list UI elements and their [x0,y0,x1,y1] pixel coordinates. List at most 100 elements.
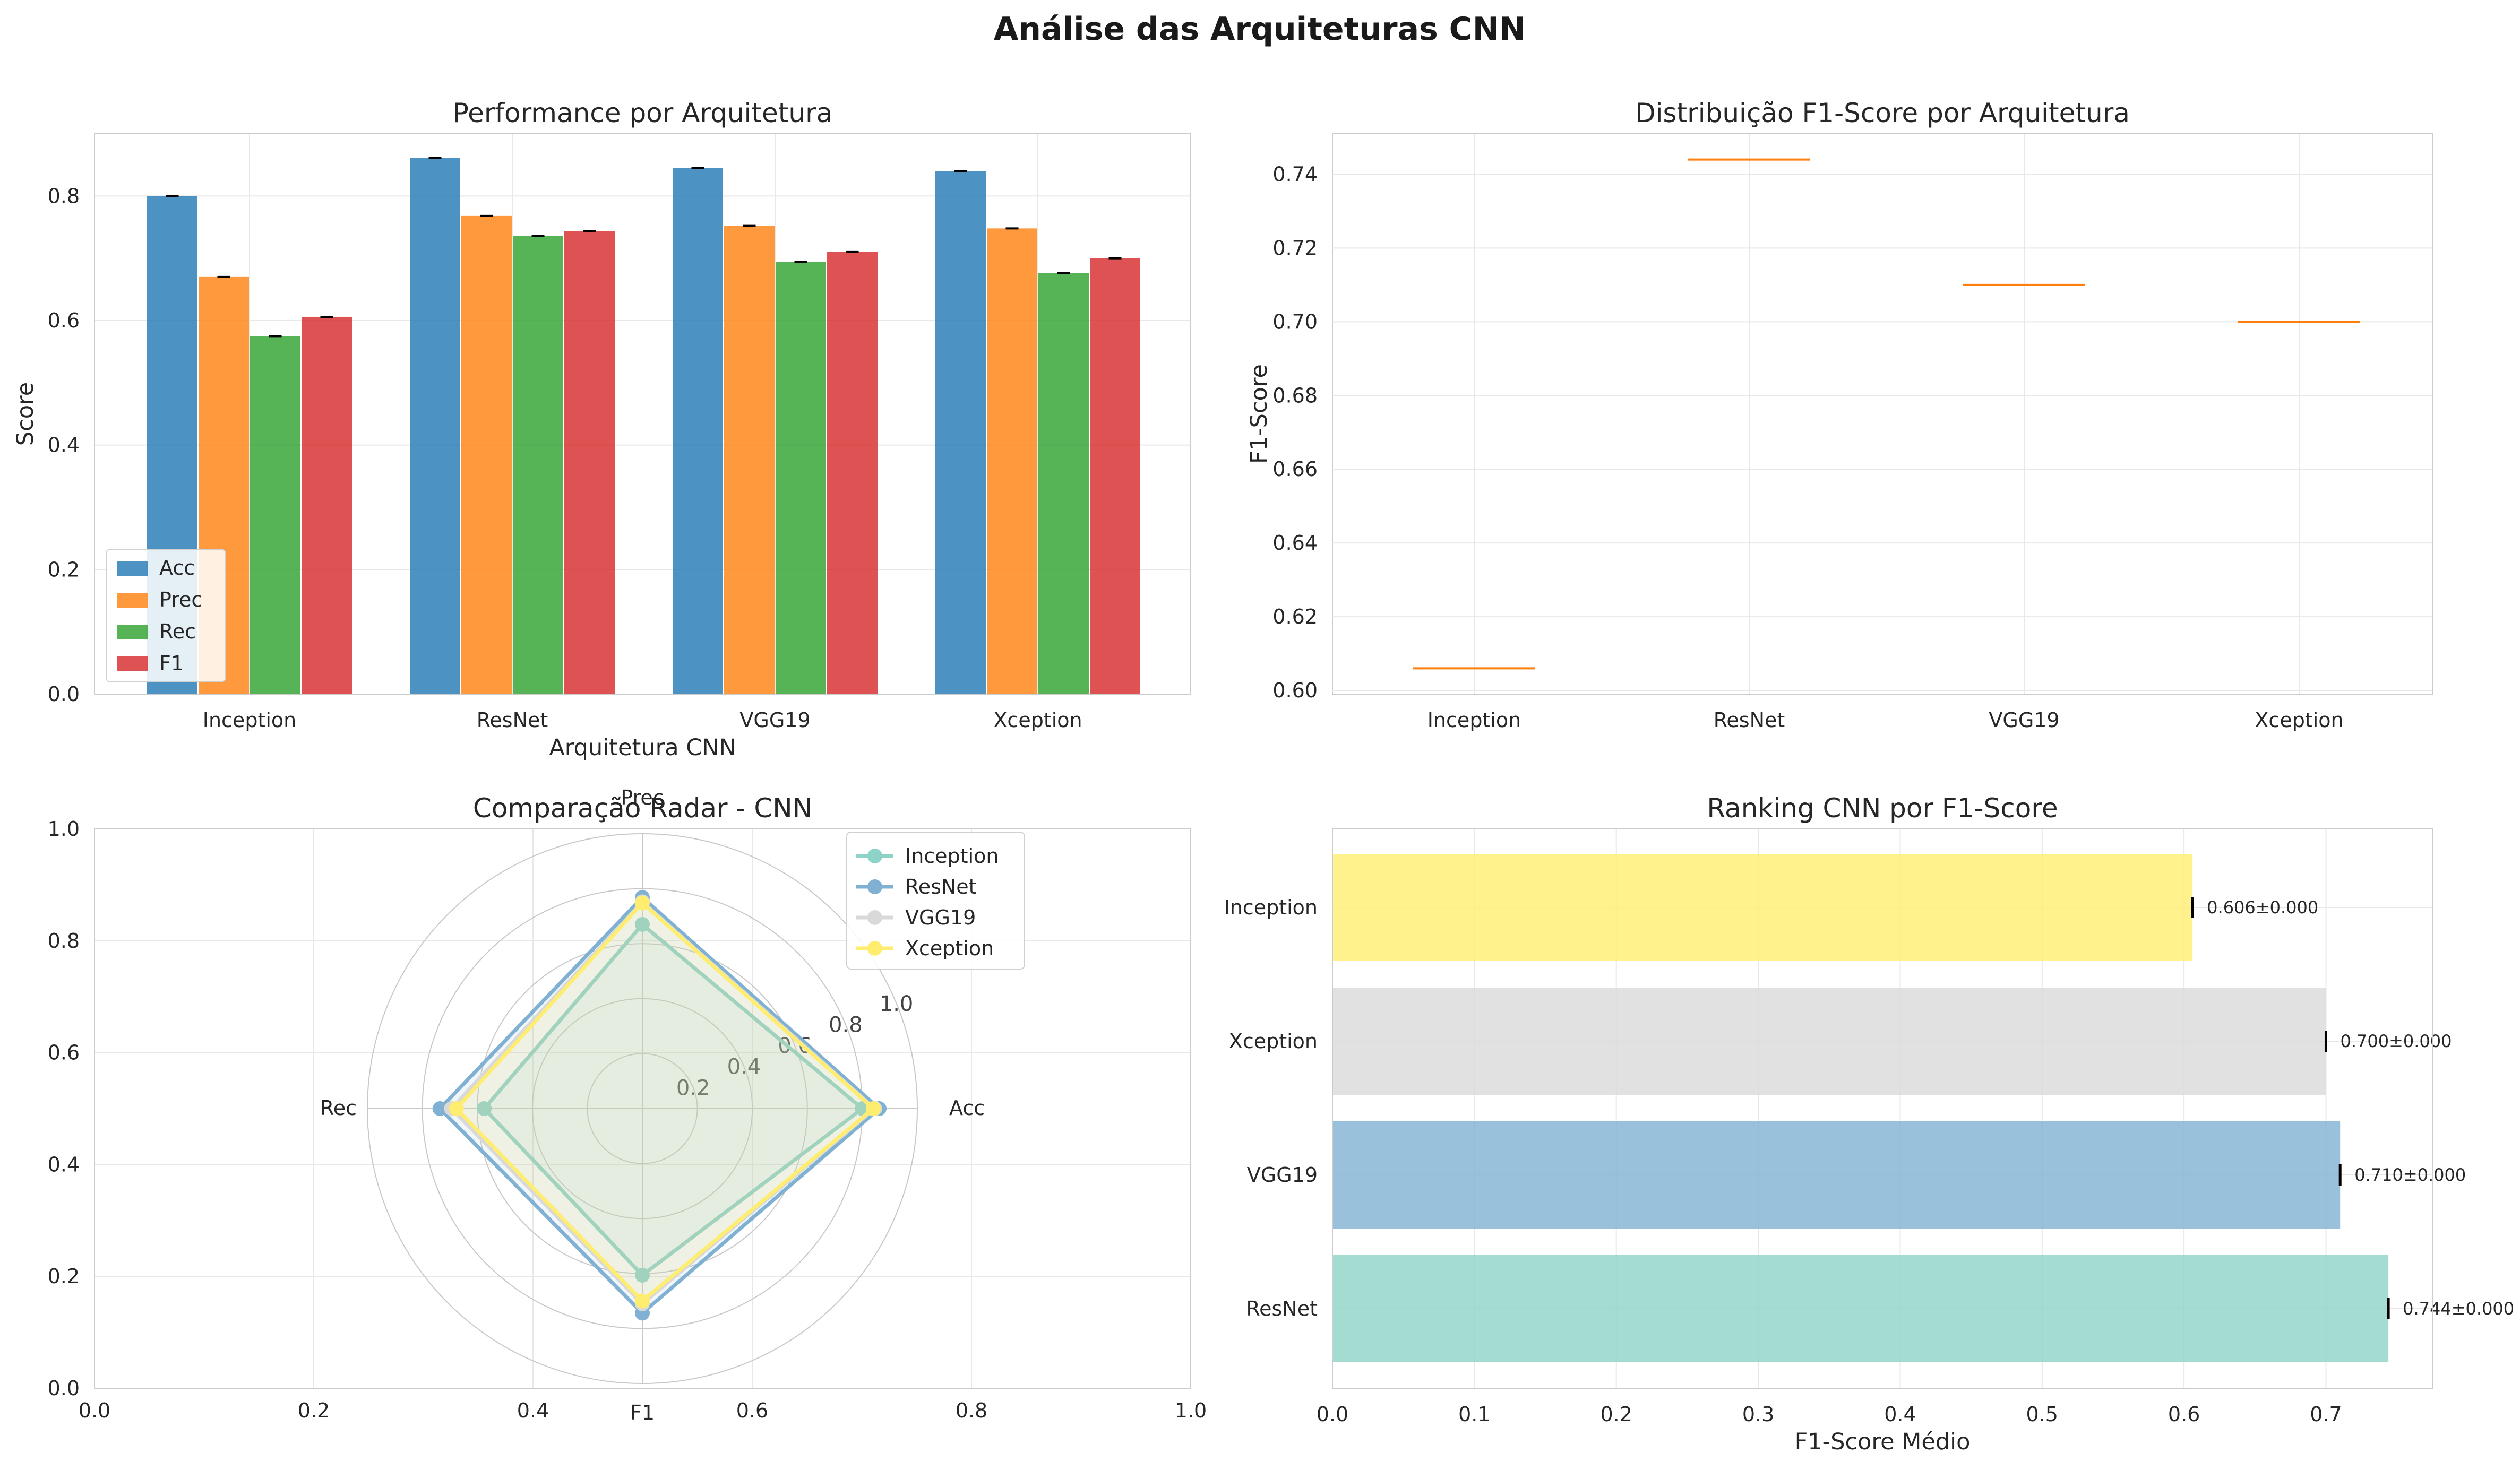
x-tick-label: VGG19 [1989,708,2059,732]
radar-fill-vgg19 [451,902,875,1304]
radar-point-xception [866,1101,881,1116]
y-tick-label: 0.6 [48,309,80,332]
value-label: 0.710±0.000 [2354,1165,2466,1185]
bar-rec-inception [250,336,300,694]
y-tick-label: 0.74 [1272,162,1318,186]
x-tick-label: 0.3 [1742,1403,1774,1426]
bar-prec-resnet [461,215,512,694]
x-tick-label: 0.2 [1600,1403,1632,1426]
radar-tick-label: 0.2 [676,1076,710,1100]
y-tick-label: 0.72 [1272,236,1318,260]
y-tick-label: 0.4 [48,434,80,457]
radar-tick-label: 1.0 [880,992,914,1016]
legend-label: ResNet [905,875,977,898]
y-tick-label: 0.2 [48,1265,80,1288]
y-axis-label: Score [12,382,39,446]
f1-ranking-hbar-chart: 0.0 0.1 0.2 0.3 0.4 0.5 0.6 0.7 0.606±0.000 Incep… [1224,793,2515,1455]
radar-point-inception [635,1267,650,1283]
x-tick-label: 1.0 [1175,1399,1207,1422]
legend-box [846,832,1025,970]
y-axis-label: F1-Score [1246,364,1272,464]
value-label: 0.744±0.000 [2403,1299,2514,1319]
radar-axis-label: Prec [621,786,664,809]
legend-swatch [117,656,148,671]
x-axis-label: F1-Score Médio [1795,1429,1971,1455]
plot-frame [94,133,1191,695]
y-tick-label: 1.0 [48,817,80,841]
radar-point-inception [635,916,650,932]
x-tick-label: Inception [203,708,296,732]
y-tick-label: 0.68 [1272,384,1318,407]
value-label: 0.606±0.000 [2207,897,2318,918]
x-tick-label: 0.1 [1458,1403,1490,1426]
y-tick-label: 0.70 [1272,310,1318,333]
figure-title: Análise das Arquiteturas CNN [994,11,1526,48]
radar-tick-label: 0.8 [829,1013,863,1037]
x-tick-label: Inception [1427,708,1521,732]
radar-fill-inception [484,924,863,1275]
y-tick-label: 0.4 [48,1153,80,1176]
bar-f1-inception [302,316,352,694]
legend-label: Rec [159,620,196,643]
panel-title: Performance por Arquitetura [453,98,833,128]
x-tick-label: 0.6 [736,1399,768,1422]
legend-label: Prec [159,588,202,611]
bar-prec-vgg19 [724,226,775,694]
y-tick-label: VGG19 [1247,1163,1318,1187]
radar-axis-label: Acc [949,1096,985,1120]
x-tick-label: 0.2 [298,1399,330,1422]
legend-marker [867,910,882,925]
panel-title: Distribuição F1-Score por Arquitetura [1635,98,2130,128]
y-tick-label: 0.2 [48,558,80,581]
x-axis-label: Arquitetura CNN [549,734,736,761]
y-tick-label: 0.60 [1272,679,1318,702]
x-tick-label: ResNet [1714,708,1785,732]
radar-axis-label: F1 [630,1401,655,1424]
legend-swatch [117,593,148,608]
y-tick-label: 0.6 [48,1041,80,1065]
radar-tick-label: 0.4 [727,1055,761,1079]
y-tick-label: 0.0 [48,1377,80,1400]
bar-xception [1332,988,2326,1095]
legend-label: VGG19 [905,906,976,929]
plot-area [1332,133,2433,695]
plot-frame [94,828,1191,1389]
performance-bar-chart: 0.0 0.2 0.4 0.6 0.8 Inception ResNet VGG19 Xcept… [12,98,1191,761]
f1-distribution-boxplot: 0.60 0.62 0.64 0.66 0.68 0.70 0.72 0.74 Inceptio… [1246,98,2433,732]
radar-point-xception [635,1293,650,1309]
legend-label: Acc [159,556,195,580]
x-tick-label: 0.0 [1317,1403,1348,1426]
y-tick-label: 0.66 [1272,457,1318,481]
radar-point-resnet [432,1101,448,1116]
radar-axis-label: Rec [320,1096,357,1120]
bar-acc-vgg19 [673,168,723,694]
x-tick-label: 0.4 [517,1399,549,1422]
legend-swatch [117,625,148,639]
legend-label: F1 [159,652,184,675]
x-tick-label: VGG19 [739,708,810,732]
legend-marker [867,849,882,863]
legend-box [106,549,226,682]
bar-rec-vgg19 [776,262,826,694]
x-tick-label: 0.6 [2168,1403,2200,1426]
radar-point-xception [635,895,650,911]
radar-point-inception [477,1101,492,1116]
plot-frame [1332,828,2433,1389]
legend-label: Inception [905,844,999,868]
x-tick-label: 0.4 [1884,1403,1916,1426]
x-tick-label: 0.7 [2310,1403,2342,1426]
bar-vgg19 [1332,1121,2341,1229]
value-label: 0.700±0.000 [2340,1031,2452,1051]
y-tick-label: 0.8 [48,184,80,207]
y-tick-label: Inception [1224,896,1318,919]
panel-title: Ranking CNN por F1-Score [1707,793,2058,824]
radar-fill-xception [456,903,874,1301]
bar-f1-vgg19 [827,252,878,694]
x-tick-label: Xception [2255,708,2343,732]
y-tick-label: ResNet [1246,1297,1318,1320]
x-tick-label: Xception [993,708,1082,732]
panel-title: Comparação Radar - CNN [473,793,812,824]
x-tick-label: ResNet [477,708,548,732]
y-tick-label: 0.62 [1272,605,1318,628]
